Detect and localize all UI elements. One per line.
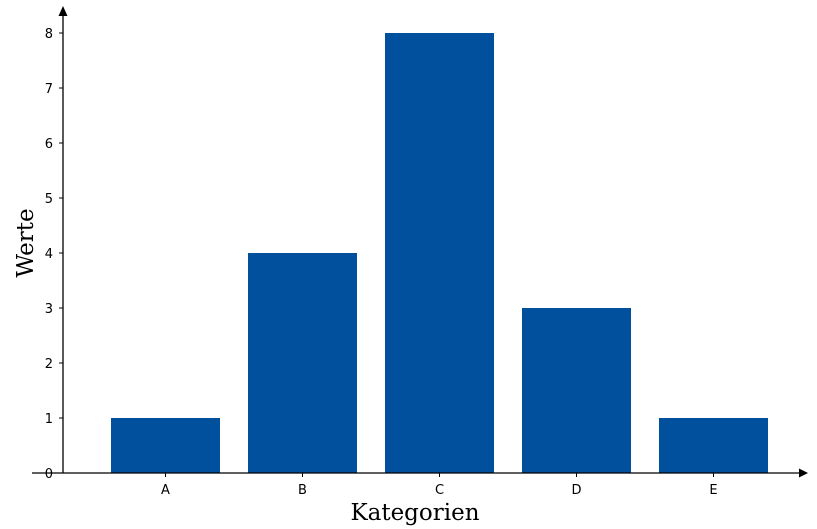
y-tick-label-7: 7 (45, 82, 53, 97)
bar-C (385, 33, 494, 473)
x-tick-label-B: B (298, 483, 307, 498)
y-axis-arrow (58, 6, 68, 16)
y-tick-label-3: 3 (45, 302, 53, 317)
x-tick-label-A: A (161, 483, 170, 498)
bars-group (111, 33, 768, 473)
x-axis-label: Kategorien (350, 500, 479, 526)
x-tick-label-C: C (435, 483, 444, 498)
y-tick-label-8: 8 (45, 27, 53, 42)
x-axis-arrow (799, 468, 808, 478)
bar-D (522, 308, 631, 473)
y-tick-label-5: 5 (45, 192, 53, 207)
axes-group (32, 6, 808, 478)
bar-A (111, 418, 220, 473)
bar-B (248, 253, 357, 473)
y-axis-label: Werte (13, 208, 39, 277)
x-ticks-group: A B C D E (161, 473, 718, 498)
y-tick-label-6: 6 (45, 137, 53, 152)
bar-E (659, 418, 768, 473)
y-tick-label-4: 4 (45, 247, 53, 262)
y-tick-label-0: 0 (45, 467, 53, 482)
y-ticks-group: 0 1 2 3 4 5 6 7 8 (45, 27, 63, 482)
x-tick-label-D: D (571, 483, 581, 498)
y-tick-label-1: 1 (45, 412, 53, 427)
x-tick-label-E: E (709, 483, 717, 498)
y-tick-label-2: 2 (45, 357, 53, 372)
